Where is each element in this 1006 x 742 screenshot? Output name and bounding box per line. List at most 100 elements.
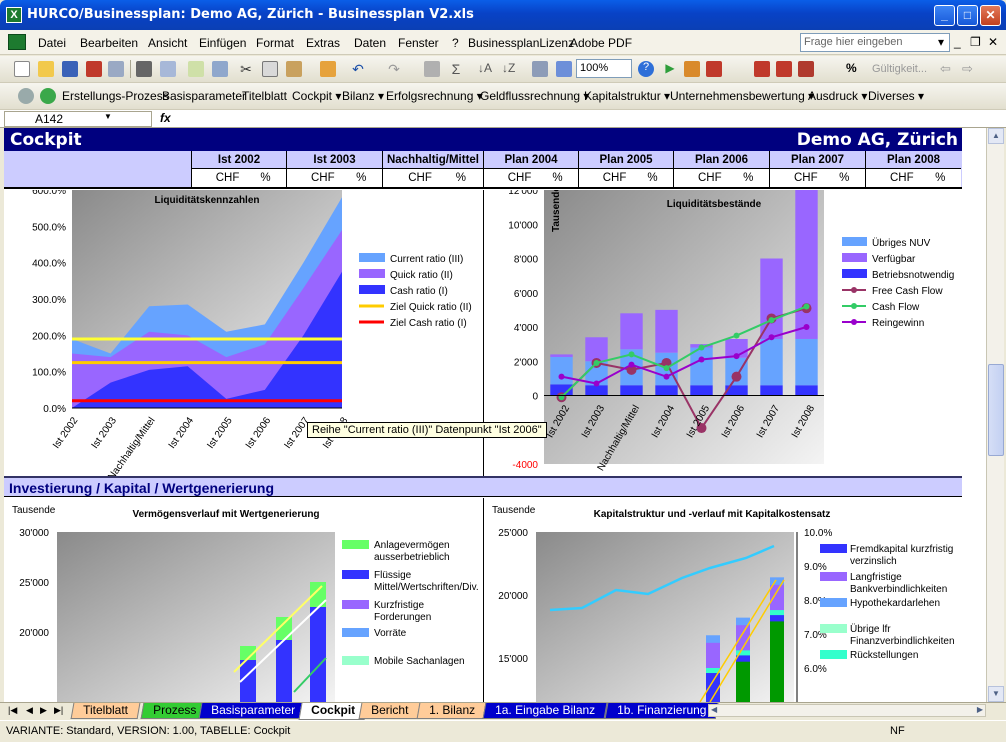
spelling-icon[interactable] (188, 61, 204, 77)
format-painter-icon[interactable] (320, 61, 336, 77)
undo-icon[interactable]: ↶ (352, 61, 364, 77)
minimize-button[interactable]: _ (934, 5, 955, 26)
legend-label: Übriges NUV (872, 237, 931, 249)
sort-descending-icon[interactable]: ↓Z (502, 61, 516, 75)
menu-format[interactable]: Format (256, 36, 295, 50)
zoom-select[interactable]: 100% (576, 59, 632, 78)
legend-label: Free Cash Flow (872, 286, 943, 297)
autosum-icon[interactable]: Σ (451, 61, 461, 77)
ask-question-input[interactable]: Frage hier eingeben (800, 33, 950, 52)
name-box[interactable]: A142 (4, 111, 152, 127)
tab-basisparameter[interactable]: Basisparameter (198, 703, 308, 719)
first-tab-icon[interactable]: |◀ (8, 705, 18, 715)
next-tab-icon[interactable]: ▶ (40, 705, 47, 715)
liquidity-stock-chart[interactable]: LiquiditätsbeständeTausende-4000-200002'… (484, 190, 962, 476)
copy-icon[interactable] (262, 61, 278, 77)
save-icon[interactable] (62, 61, 78, 77)
arrow-left-icon[interactable]: ⇦ (940, 61, 951, 76)
tb-diverses[interactable]: Diverses ▾ (868, 89, 925, 103)
unit-cell: CHF% (673, 169, 769, 187)
tb-unternehmensbewertung[interactable]: Unternehmensbewertung ▾ (670, 89, 815, 103)
tb-basisparameter[interactable]: Basisparameter (162, 89, 247, 103)
pdf-icon[interactable] (706, 61, 722, 77)
redo-icon[interactable]: ↷ (388, 61, 400, 77)
help-icon[interactable]: ? (638, 61, 654, 77)
worksheet[interactable]: Cockpit Demo AG, Zürich Ist 2002 CHF% Ist … (4, 128, 986, 702)
capital-structure-chart[interactable]: Tausende Kapitalstruktur und -verlauf mit… (484, 498, 962, 702)
tab-titelblatt[interactable]: Titelblatt (70, 703, 141, 719)
doc-close-button[interactable]: ✕ (988, 35, 999, 49)
edit-icon[interactable] (684, 61, 700, 77)
tab-eingabe-bilanz[interactable]: 1a. Eingabe Bilanz (482, 703, 608, 719)
play-icon[interactable]: ▶ (665, 61, 675, 75)
trend-line (293, 657, 327, 693)
arrow-right-icon[interactable]: ⇨ (962, 61, 973, 76)
menu-bearbeiten[interactable]: Bearbeiten (80, 36, 139, 50)
research-icon[interactable] (212, 61, 228, 77)
tb-erfolgsrechnung[interactable]: Erfolgsrechnung ▾ (386, 89, 483, 103)
tb-bilanz[interactable]: Bilanz ▾ (342, 89, 385, 103)
validity-button[interactable]: Gültigkeit... (872, 63, 928, 75)
nav-icon[interactable] (18, 88, 34, 104)
menu-daten[interactable]: Daten (354, 36, 387, 50)
tab-bericht[interactable]: Bericht (358, 703, 421, 719)
scroll-left-icon[interactable]: ◀ (711, 705, 718, 714)
print-preview-icon[interactable] (160, 61, 176, 77)
menu-help[interactable]: ? (452, 36, 459, 50)
excel-icon[interactable]: X (6, 7, 22, 23)
menu-fenster[interactable]: Fenster (398, 36, 439, 50)
paste-icon[interactable] (286, 61, 302, 77)
scroll-right-icon[interactable]: ▶ (976, 705, 983, 714)
maximize-button[interactable]: □ (957, 5, 978, 26)
chart-wizard-icon[interactable] (532, 61, 548, 77)
tb-titelblatt[interactable]: Titelblatt (242, 89, 287, 103)
fx-icon[interactable]: fx (160, 111, 171, 125)
new-icon[interactable] (14, 61, 30, 77)
pdf-email-icon[interactable] (776, 61, 792, 77)
permission-icon[interactable] (86, 61, 102, 77)
menu-businessplanlizenz[interactable]: BusinessplanLizenz (468, 36, 575, 50)
workbook-icon[interactable] (8, 34, 26, 50)
tb-geldflussrechnung[interactable]: Geldflussrechnung ▾ (480, 89, 590, 103)
data-point (593, 380, 600, 387)
tab-finanzierung[interactable]: 1b. Finanzierung (604, 703, 719, 719)
pdf-convert-icon[interactable] (754, 61, 770, 77)
email-icon[interactable] (108, 61, 124, 77)
hyperlink-icon[interactable] (424, 61, 440, 77)
tb-erstellungs-prozess[interactable]: Erstellungs-Prozess (62, 89, 169, 103)
menu-ansicht[interactable]: Ansicht (148, 36, 188, 50)
bar (770, 621, 784, 702)
unit-cell: CHF% (578, 169, 673, 187)
tb-cockpit[interactable]: Cockpit ▾ (292, 89, 342, 103)
scroll-up-icon[interactable]: ▲ (988, 128, 1004, 144)
scroll-down-icon[interactable]: ▼ (988, 686, 1004, 702)
menu-adobe-pdf[interactable]: Adobe PDF (570, 36, 633, 50)
doc-restore-button[interactable]: ❐ (970, 35, 981, 49)
drawing-icon[interactable] (556, 61, 572, 77)
doc-minimize-button[interactable]: _ (954, 35, 961, 49)
chevron-down-icon[interactable]: ▼ (104, 112, 112, 121)
percent-icon[interactable]: % (846, 61, 857, 75)
tab-bilanz[interactable]: 1. Bilanz (416, 703, 488, 719)
cut-icon[interactable]: ✂ (240, 61, 252, 77)
prev-tab-icon[interactable]: ◀ (26, 705, 33, 715)
tab-cockpit[interactable]: Cockpit (298, 703, 368, 720)
menu-extras[interactable]: Extras (306, 36, 341, 50)
chevron-down-icon[interactable]: ▾ (938, 35, 945, 49)
go-icon[interactable] (40, 88, 56, 104)
tb-ausdruck[interactable]: Ausdruck ▾ (808, 89, 868, 103)
pdf-review-icon[interactable] (798, 61, 814, 77)
print-icon[interactable] (136, 61, 152, 77)
tb-kapitalstruktur[interactable]: Kapitalstruktur ▾ (584, 89, 671, 103)
vertical-scrollbar[interactable]: ▲ ▼ (986, 128, 1004, 702)
asset-development-chart[interactable]: Tausende Vermögensverlauf mit Wertgenerie… (4, 498, 482, 702)
open-icon[interactable] (38, 61, 54, 77)
close-button[interactable]: ✕ (980, 5, 1001, 26)
sort-ascending-icon[interactable]: ↓A (478, 61, 493, 75)
liquidity-ratio-chart[interactable]: Liquiditätskennzahlen 0.0% 100.0% 200.0% 300… (4, 190, 482, 476)
horizontal-scrollbar[interactable]: ◀ ▶ (708, 704, 986, 717)
menu-einfuegen[interactable]: Einfügen (199, 36, 247, 50)
menu-datei[interactable]: Datei (38, 36, 67, 50)
scroll-thumb[interactable] (988, 364, 1004, 456)
last-tab-icon[interactable]: ▶| (54, 705, 64, 715)
